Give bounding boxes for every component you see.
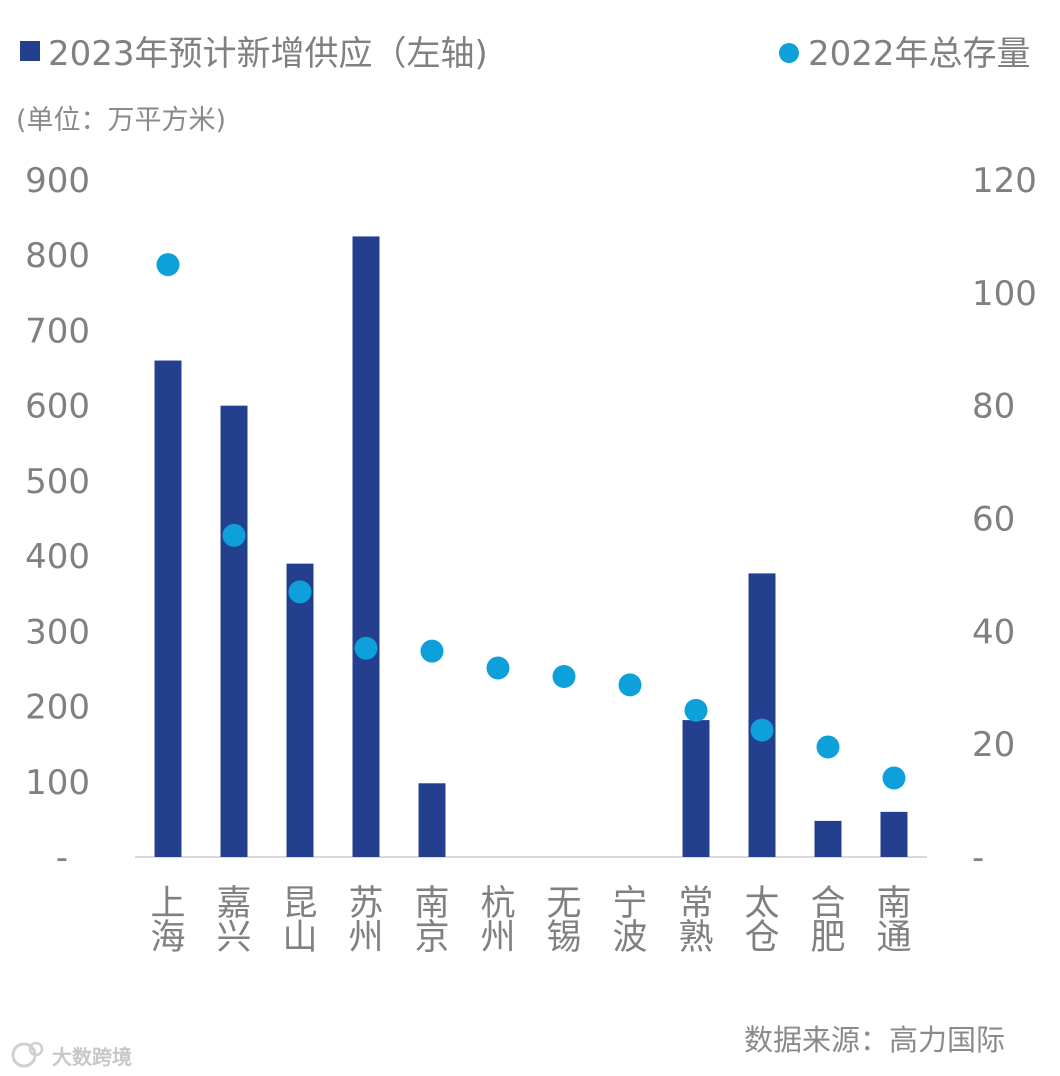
dot-嘉兴 [222, 523, 246, 547]
bar-嘉兴 [220, 405, 248, 857]
category-label: 常熟 [678, 884, 713, 958]
right-tick-label: 80 [972, 387, 1015, 427]
watermark-text: 大数跨境 [52, 1045, 132, 1069]
left-tick-label: 500 [25, 462, 90, 502]
source-note: 数据来源：高力国际 [744, 1023, 1005, 1057]
right-tick-label: 120 [972, 161, 1037, 201]
category-label: 苏州 [348, 884, 383, 958]
dot-太仓 [750, 718, 774, 742]
category-label: 南通 [876, 884, 911, 958]
dot-常熟 [684, 698, 708, 722]
legend-dot-swatch [779, 43, 799, 63]
category-label: 昆山 [282, 884, 317, 958]
legend-bar-swatch [20, 41, 40, 61]
bar-太仓 [748, 573, 776, 857]
dot-宁波 [618, 673, 642, 697]
dot-series [156, 253, 906, 790]
left-tick-label: - [56, 838, 68, 878]
dot-杭州 [486, 656, 510, 680]
dot-苏州 [354, 636, 378, 660]
dot-昆山 [288, 580, 312, 604]
left-tick-label: 700 [25, 311, 90, 351]
left-tick-label: 200 [25, 688, 90, 728]
bar-合肥 [814, 820, 842, 857]
dot-南京 [420, 639, 444, 663]
left-tick-label: 400 [25, 537, 90, 577]
category-label: 杭州 [480, 884, 515, 958]
right-axis: 120 100 80 60 40 20 - [972, 161, 1037, 878]
bar-昆山 [286, 563, 314, 857]
left-tick-label: 800 [25, 236, 90, 276]
legend-dot-label: 2022年总存量 [808, 34, 1031, 74]
legend-bar-label: 2023年预计新增供应（左轴) [48, 34, 488, 74]
category-label: 宁波 [612, 884, 647, 958]
category-label: 上海 [150, 884, 185, 958]
category-label: 合肥 [810, 884, 845, 958]
right-tick-label: 60 [972, 500, 1015, 540]
dot-合肥 [816, 735, 840, 759]
category-label: 太仓 [744, 884, 779, 958]
bar-南通 [880, 811, 908, 857]
watermark-logo-dot-icon [28, 1041, 44, 1057]
category-label: 嘉兴 [216, 884, 251, 958]
bar-上海 [154, 360, 182, 857]
unit-label: (单位：万平方米) [16, 105, 226, 136]
watermark: 大数跨境 [11, 1041, 132, 1069]
left-tick-label: 900 [25, 161, 90, 201]
dot-南通 [882, 766, 906, 790]
bar-南京 [418, 783, 446, 857]
left-tick-label: 300 [25, 612, 90, 652]
left-axis: 900 800 700 600 500 400 300 200 100 - [25, 161, 90, 878]
category-label: 南京 [414, 884, 449, 958]
bar-series [154, 236, 908, 857]
right-tick-label: 100 [972, 274, 1037, 314]
category-label: 无锡 [546, 884, 581, 958]
bar-常熟 [682, 720, 710, 857]
right-tick-label: 40 [972, 612, 1015, 652]
watermark-logo-icon [11, 1042, 37, 1068]
dot-无锡 [552, 664, 576, 688]
right-tick-label: - [972, 838, 984, 878]
left-tick-label: 600 [25, 387, 90, 427]
bar-苏州 [352, 236, 380, 857]
right-tick-label: 20 [972, 725, 1015, 765]
dot-上海 [156, 253, 180, 277]
left-tick-label: 100 [25, 763, 90, 803]
